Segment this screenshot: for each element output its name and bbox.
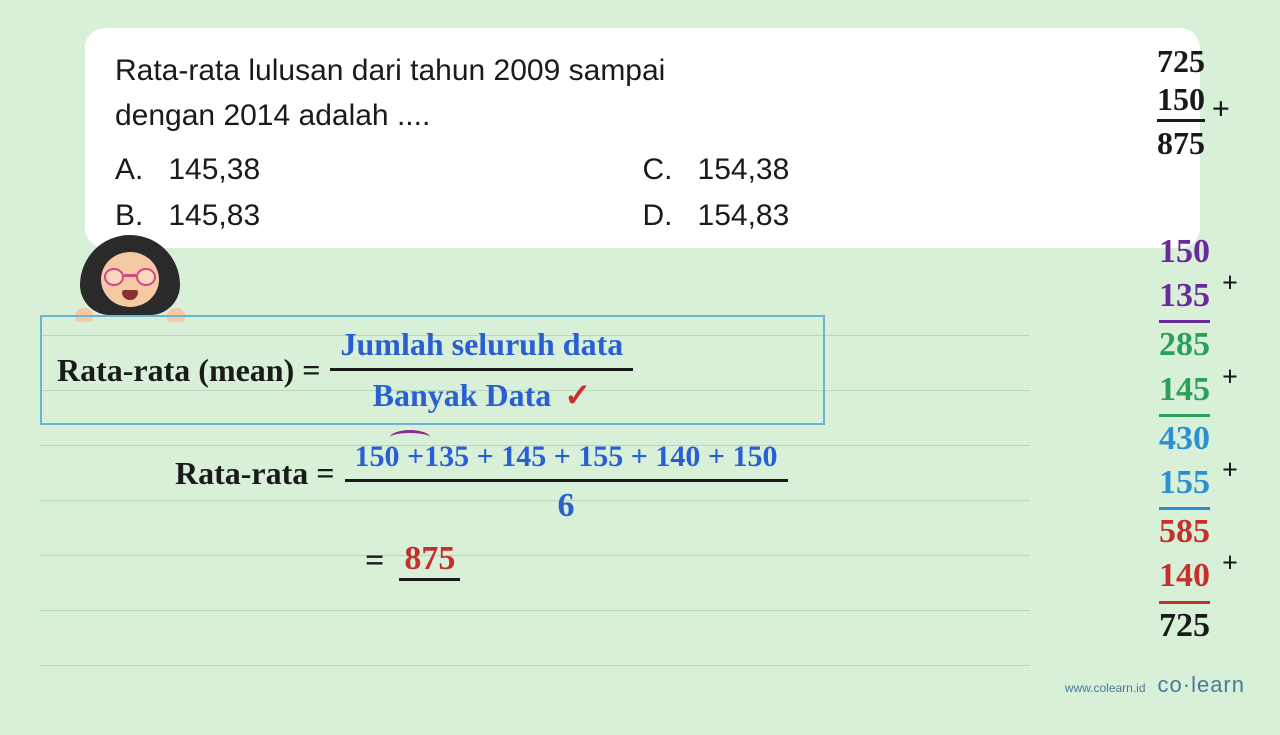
plus-icon: +	[1222, 266, 1238, 302]
plus-icon: +	[1222, 453, 1238, 489]
ruled-line	[40, 610, 1030, 611]
plus-icon: +	[1222, 360, 1238, 396]
side-sum-row: 155+	[1159, 461, 1210, 510]
question-text-line1: Rata-rata lulusan dari tahun 2009 sampai	[115, 48, 1170, 93]
option-d-key: D.	[643, 199, 673, 232]
option-b-val: 145,83	[168, 199, 260, 232]
side-sum-row: 145+	[1159, 368, 1210, 417]
options-col-left: A. 145,38 B. 145,83	[115, 153, 643, 245]
option-c: C. 154,38	[643, 153, 1171, 187]
checkmark-icon: ✓	[564, 377, 591, 413]
top-addition-n2: 150	[1157, 80, 1205, 118]
calculation-fraction: 150 +135 + 145 + 155 + 140 + 150 6	[345, 440, 788, 525]
top-addition-n1: 725	[1157, 42, 1205, 80]
question-text-line2: dengan 2014 adalah ....	[115, 93, 1170, 138]
calculation-row: Rata-rata = 150 +135 + 145 + 155 + 140 +…	[175, 440, 788, 525]
option-a: A. 145,38	[115, 153, 643, 187]
question-card: Rata-rata lulusan dari tahun 2009 sampai…	[85, 28, 1200, 248]
side-sum-row: 135+	[1159, 274, 1210, 323]
top-addition-sum: 875	[1157, 119, 1205, 162]
side-sum-row: 725	[1159, 604, 1210, 648]
option-b: B. 145,83	[115, 199, 643, 233]
formula-box: Rata-rata (mean) = Jumlah seluruh data B…	[40, 315, 825, 425]
option-a-key: A.	[115, 153, 143, 186]
option-c-key: C.	[643, 153, 673, 186]
side-sums: 150 135+285 145+430 155+585 140+ 725	[1159, 230, 1210, 648]
option-c-val: 154,38	[698, 153, 790, 186]
formula-denominator-text: Banyak Data	[373, 377, 552, 413]
formula-fraction: Jumlah seluruh data Banyak Data ✓	[330, 326, 633, 414]
result-row: = 875	[365, 540, 460, 581]
option-b-key: B.	[115, 199, 143, 232]
side-sum-row: 430	[1159, 417, 1210, 461]
side-sum-value: 585	[1159, 513, 1210, 550]
side-sum-value: 145	[1159, 368, 1210, 417]
footer-url: www.colearn.id	[1065, 681, 1146, 695]
side-sum-row: 140+	[1159, 554, 1210, 603]
option-d-val: 154,83	[698, 199, 790, 232]
side-sum-value: 155	[1159, 461, 1210, 510]
calculation-denominator: 6	[558, 482, 575, 525]
ruled-line	[40, 665, 1030, 666]
calculation-numerator: 150 +135 + 145 + 155 + 140 + 150	[345, 440, 788, 482]
formula-numerator: Jumlah seluruh data	[330, 326, 633, 371]
side-sum-row: 150	[1159, 230, 1210, 274]
formula-denominator: Banyak Data ✓	[373, 371, 592, 414]
plus-icon: +	[1222, 546, 1238, 582]
side-sum-value: 140	[1159, 554, 1210, 603]
side-sum-value: 430	[1159, 420, 1210, 457]
side-sum-value: 150	[1159, 233, 1210, 270]
top-addition-stack: 725 150 875 +	[1157, 42, 1205, 162]
side-sum-value: 135	[1159, 274, 1210, 323]
footer-brand: co·learn	[1158, 672, 1245, 698]
side-sum-row: 285	[1159, 323, 1210, 367]
result-val: 875	[399, 540, 460, 581]
formula-label: Rata-rata (mean) =	[57, 352, 320, 389]
arc-mark	[390, 430, 430, 445]
side-sum-row: 585	[1159, 510, 1210, 554]
ruled-line	[40, 555, 1030, 556]
work-area: Rata-rata (mean) = Jumlah seluruh data B…	[40, 265, 1030, 685]
options-col-right: C. 154,38 D. 154,83	[643, 153, 1171, 245]
side-sum-value: 725	[1159, 607, 1210, 644]
side-sum-value: 285	[1159, 326, 1210, 363]
footer-logo: www.colearn.id co·learn	[1065, 672, 1245, 698]
top-addition-plus: +	[1212, 90, 1230, 127]
top-addition: 725 150 875 +	[1157, 42, 1205, 162]
option-d: D. 154,83	[643, 199, 1171, 233]
calculation-label: Rata-rata =	[175, 455, 335, 492]
options-container: A. 145,38 B. 145,83 C. 154,38 D. 154,83	[115, 153, 1170, 245]
result-eq: =	[365, 542, 384, 580]
option-a-val: 145,38	[168, 153, 260, 186]
